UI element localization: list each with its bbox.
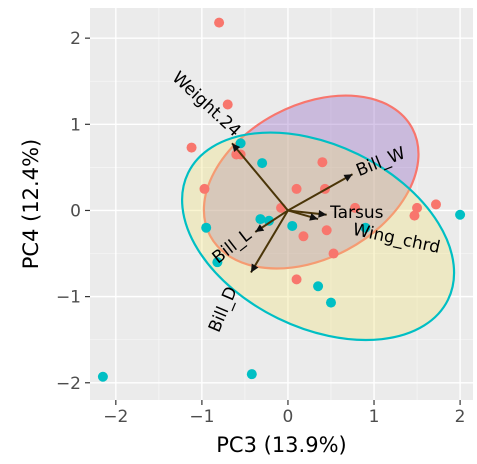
loading-arrow-bill-w	[287, 173, 353, 212]
x-tick-label: 2	[455, 407, 466, 427]
data-point-group-2	[455, 209, 466, 220]
x-tick-label: −2	[103, 407, 128, 427]
data-point-group-2	[325, 297, 336, 308]
loading-arrow-weight-24	[231, 142, 289, 212]
x-tick-label: 1	[369, 407, 380, 427]
x-tick-label: 0	[283, 407, 294, 427]
y-axis-title: PC4 (12.4%)	[19, 139, 43, 269]
x-tick-label: −1	[189, 407, 214, 427]
data-point-group-2	[97, 371, 108, 382]
y-tick-label: 1	[70, 115, 81, 135]
arrowhead-bill-w	[343, 174, 353, 182]
y-tick-labels: −2 −1 0 1 2	[56, 29, 81, 394]
data-point-group-1	[412, 202, 423, 213]
data-point-group-1	[409, 210, 420, 221]
data-point-group-2	[360, 222, 371, 233]
arrowhead-bill-d	[250, 263, 259, 273]
data-point-group-1	[186, 142, 197, 153]
y-tick-label: 2	[70, 29, 81, 49]
data-point-group-2	[235, 138, 246, 149]
data-point-group-1	[321, 225, 332, 236]
confidence-ellipses	[180, 94, 456, 342]
arrowhead-wing-chrd	[309, 213, 319, 221]
data-point-group-2	[257, 158, 268, 169]
data-point-group-2	[287, 220, 298, 231]
x-axis-title: PC3 (13.9%)	[216, 433, 346, 457]
axis-ticks	[85, 37, 461, 405]
data-point-group-1	[199, 183, 210, 194]
minor-gridlines	[90, 8, 473, 400]
data-point-group-2	[264, 215, 275, 226]
data-point-group-1	[291, 183, 302, 194]
y-tick-label: −1	[56, 288, 81, 308]
data-point-group-2	[313, 281, 324, 292]
data-points	[97, 17, 466, 382]
data-point-group-2	[201, 222, 212, 233]
data-point-group-2	[212, 257, 223, 268]
data-point-group-1	[350, 202, 361, 213]
y-tick-label: 0	[70, 201, 81, 221]
major-gridlines	[90, 8, 473, 400]
data-point-group-2	[246, 369, 257, 380]
loading-label-tarsus: Tarsus	[329, 203, 384, 223]
data-point-group-1	[298, 231, 309, 242]
data-point-group-1	[328, 248, 339, 259]
data-point-group-1	[214, 17, 225, 28]
data-point-group-1	[317, 157, 328, 168]
data-point-group-1	[222, 99, 233, 110]
arrowhead-bill-l	[255, 224, 265, 232]
arrowhead-weight-24	[232, 143, 241, 152]
data-point-group-1	[291, 274, 302, 285]
loading-arrow-bill-d	[250, 209, 289, 274]
arrowhead-tarsus	[318, 209, 327, 218]
data-point-group-2	[255, 214, 266, 225]
data-point-group-1	[430, 199, 441, 210]
data-point-group-1	[231, 149, 242, 160]
x-tick-labels: −2 −1 0 1 2	[103, 407, 465, 427]
group-ellipse-2	[180, 131, 456, 342]
y-tick-label: −2	[56, 374, 81, 394]
